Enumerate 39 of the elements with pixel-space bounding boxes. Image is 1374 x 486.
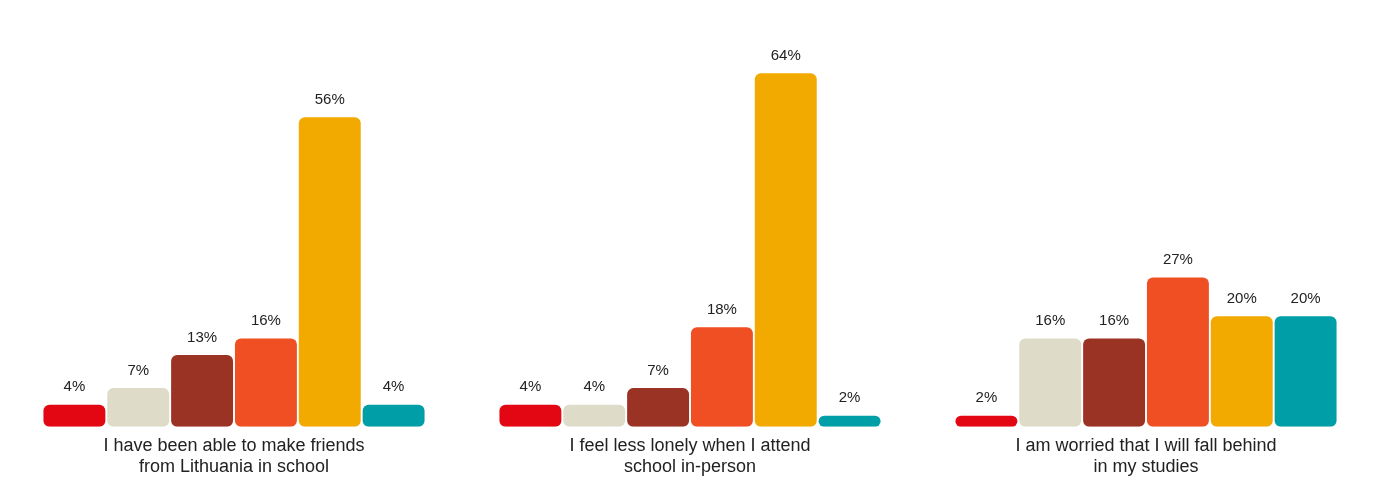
data-label: 20%: [1290, 288, 1321, 306]
data-label: 7%: [127, 360, 150, 378]
bar: [690, 327, 753, 427]
bar: [1146, 277, 1209, 427]
data-label: 64%: [770, 45, 801, 63]
data-label: 4%: [63, 377, 86, 395]
data-label: 2%: [975, 388, 998, 406]
x-tick-label: I have been able to make friends from Lithuania in school: [103, 434, 365, 477]
data-label: 16%: [250, 311, 281, 329]
data-label: 4%: [519, 377, 542, 395]
data-label: 16%: [1099, 311, 1130, 329]
data-label: 7%: [647, 360, 669, 378]
bar: [499, 404, 562, 427]
bar: [1210, 316, 1273, 427]
x-tick-label: I feel less lonely when I attend school in-person: [569, 434, 811, 477]
bar: [298, 117, 361, 427]
bar: [107, 388, 170, 427]
bar: [43, 404, 106, 427]
data-label: 56%: [314, 90, 345, 107]
data-label: 27%: [1162, 250, 1193, 268]
bar: [563, 404, 626, 427]
bar: [362, 404, 425, 427]
bar: [1019, 338, 1082, 427]
bar: [234, 338, 297, 427]
data-label: 4%: [382, 377, 405, 395]
data-label: 20%: [1226, 288, 1257, 306]
bar: [955, 415, 1018, 427]
data-label: 18%: [706, 299, 737, 317]
data-label: 2%: [838, 388, 861, 406]
bar: [627, 388, 690, 427]
bar: [818, 415, 881, 427]
x-tick-label: I am worried that I will fall behind in my studies: [1015, 434, 1277, 477]
bar: [171, 354, 234, 427]
data-label: 4%: [583, 377, 606, 395]
data-label: 13%: [187, 327, 218, 345]
bar: [754, 73, 817, 427]
bar: [1274, 316, 1337, 427]
bar: [1083, 338, 1146, 427]
data-label: 16%: [1035, 311, 1066, 329]
